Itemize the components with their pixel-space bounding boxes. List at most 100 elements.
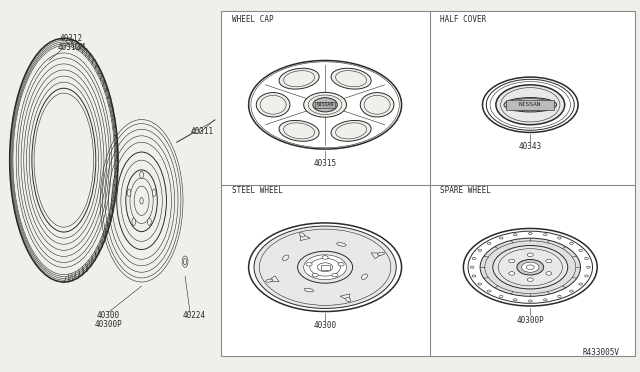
- Ellipse shape: [284, 71, 315, 87]
- Circle shape: [478, 249, 482, 251]
- Circle shape: [499, 237, 503, 239]
- Circle shape: [509, 272, 515, 275]
- Ellipse shape: [300, 233, 305, 237]
- Circle shape: [496, 85, 564, 125]
- Circle shape: [298, 251, 353, 283]
- Circle shape: [587, 266, 590, 268]
- Ellipse shape: [21, 64, 107, 256]
- Bar: [221, 11, 636, 356]
- Ellipse shape: [279, 121, 319, 141]
- Circle shape: [483, 77, 578, 132]
- Text: 40300: 40300: [97, 311, 120, 320]
- Circle shape: [543, 299, 547, 301]
- Ellipse shape: [279, 68, 319, 89]
- Ellipse shape: [283, 255, 289, 260]
- Circle shape: [579, 283, 582, 285]
- Text: 40224: 40224: [182, 311, 205, 320]
- Circle shape: [509, 259, 515, 263]
- Circle shape: [306, 262, 312, 266]
- Text: 40311: 40311: [191, 127, 214, 136]
- Ellipse shape: [364, 95, 390, 114]
- Circle shape: [463, 228, 597, 306]
- Circle shape: [332, 273, 338, 277]
- Circle shape: [527, 278, 533, 281]
- Circle shape: [304, 255, 346, 280]
- Circle shape: [487, 242, 491, 244]
- Circle shape: [498, 248, 563, 286]
- Text: NISSAN: NISSAN: [316, 102, 333, 107]
- Text: 40300: 40300: [314, 321, 337, 330]
- Circle shape: [484, 241, 576, 294]
- Circle shape: [248, 61, 401, 149]
- Circle shape: [317, 263, 333, 272]
- Circle shape: [529, 232, 532, 235]
- Circle shape: [254, 226, 396, 308]
- Circle shape: [487, 290, 491, 292]
- Text: SPARE WHEEL: SPARE WHEEL: [440, 186, 491, 195]
- Circle shape: [513, 299, 517, 301]
- Text: R433005V: R433005V: [582, 349, 620, 357]
- Circle shape: [192, 129, 200, 134]
- Ellipse shape: [337, 243, 346, 246]
- Circle shape: [585, 275, 588, 277]
- Circle shape: [472, 275, 476, 277]
- Circle shape: [480, 238, 580, 296]
- Ellipse shape: [304, 288, 314, 292]
- Circle shape: [527, 253, 533, 257]
- Circle shape: [310, 259, 340, 276]
- Ellipse shape: [184, 259, 187, 265]
- Circle shape: [543, 234, 547, 236]
- Ellipse shape: [10, 40, 117, 280]
- Circle shape: [513, 234, 517, 236]
- Ellipse shape: [256, 93, 290, 117]
- Ellipse shape: [266, 279, 273, 282]
- Circle shape: [557, 295, 561, 298]
- Ellipse shape: [284, 123, 315, 139]
- Ellipse shape: [335, 71, 367, 87]
- Ellipse shape: [260, 95, 286, 114]
- Ellipse shape: [346, 298, 351, 302]
- Ellipse shape: [127, 189, 131, 196]
- Ellipse shape: [506, 99, 554, 111]
- Polygon shape: [267, 276, 279, 282]
- Ellipse shape: [34, 93, 93, 227]
- Circle shape: [470, 266, 474, 268]
- Circle shape: [517, 260, 543, 275]
- Text: 40300P: 40300P: [516, 315, 544, 324]
- Circle shape: [522, 262, 539, 272]
- Ellipse shape: [140, 198, 143, 204]
- Ellipse shape: [504, 97, 557, 112]
- Circle shape: [312, 273, 318, 277]
- Text: WHEEL CAP: WHEEL CAP: [232, 15, 274, 24]
- Circle shape: [259, 229, 391, 305]
- Text: 40300P: 40300P: [95, 320, 122, 329]
- Ellipse shape: [335, 123, 367, 139]
- Circle shape: [570, 290, 573, 292]
- Circle shape: [313, 98, 337, 112]
- Ellipse shape: [152, 189, 156, 196]
- Ellipse shape: [32, 88, 96, 232]
- Ellipse shape: [377, 252, 385, 255]
- Text: 40315: 40315: [314, 158, 337, 168]
- Ellipse shape: [132, 218, 136, 225]
- Ellipse shape: [182, 256, 188, 267]
- Ellipse shape: [26, 76, 101, 244]
- Ellipse shape: [331, 68, 371, 89]
- Ellipse shape: [19, 58, 109, 263]
- Circle shape: [570, 242, 573, 244]
- Circle shape: [585, 257, 588, 260]
- Ellipse shape: [13, 46, 115, 275]
- Circle shape: [486, 79, 574, 130]
- Bar: [315, 102, 335, 108]
- Ellipse shape: [362, 274, 367, 279]
- Text: HALF COVER: HALF COVER: [440, 15, 486, 24]
- Circle shape: [579, 249, 582, 251]
- Circle shape: [308, 95, 342, 115]
- Text: 40343: 40343: [519, 142, 542, 151]
- Circle shape: [338, 262, 344, 266]
- Circle shape: [472, 257, 476, 260]
- Circle shape: [526, 265, 534, 270]
- Circle shape: [490, 81, 570, 128]
- Circle shape: [546, 272, 552, 275]
- Circle shape: [557, 237, 561, 239]
